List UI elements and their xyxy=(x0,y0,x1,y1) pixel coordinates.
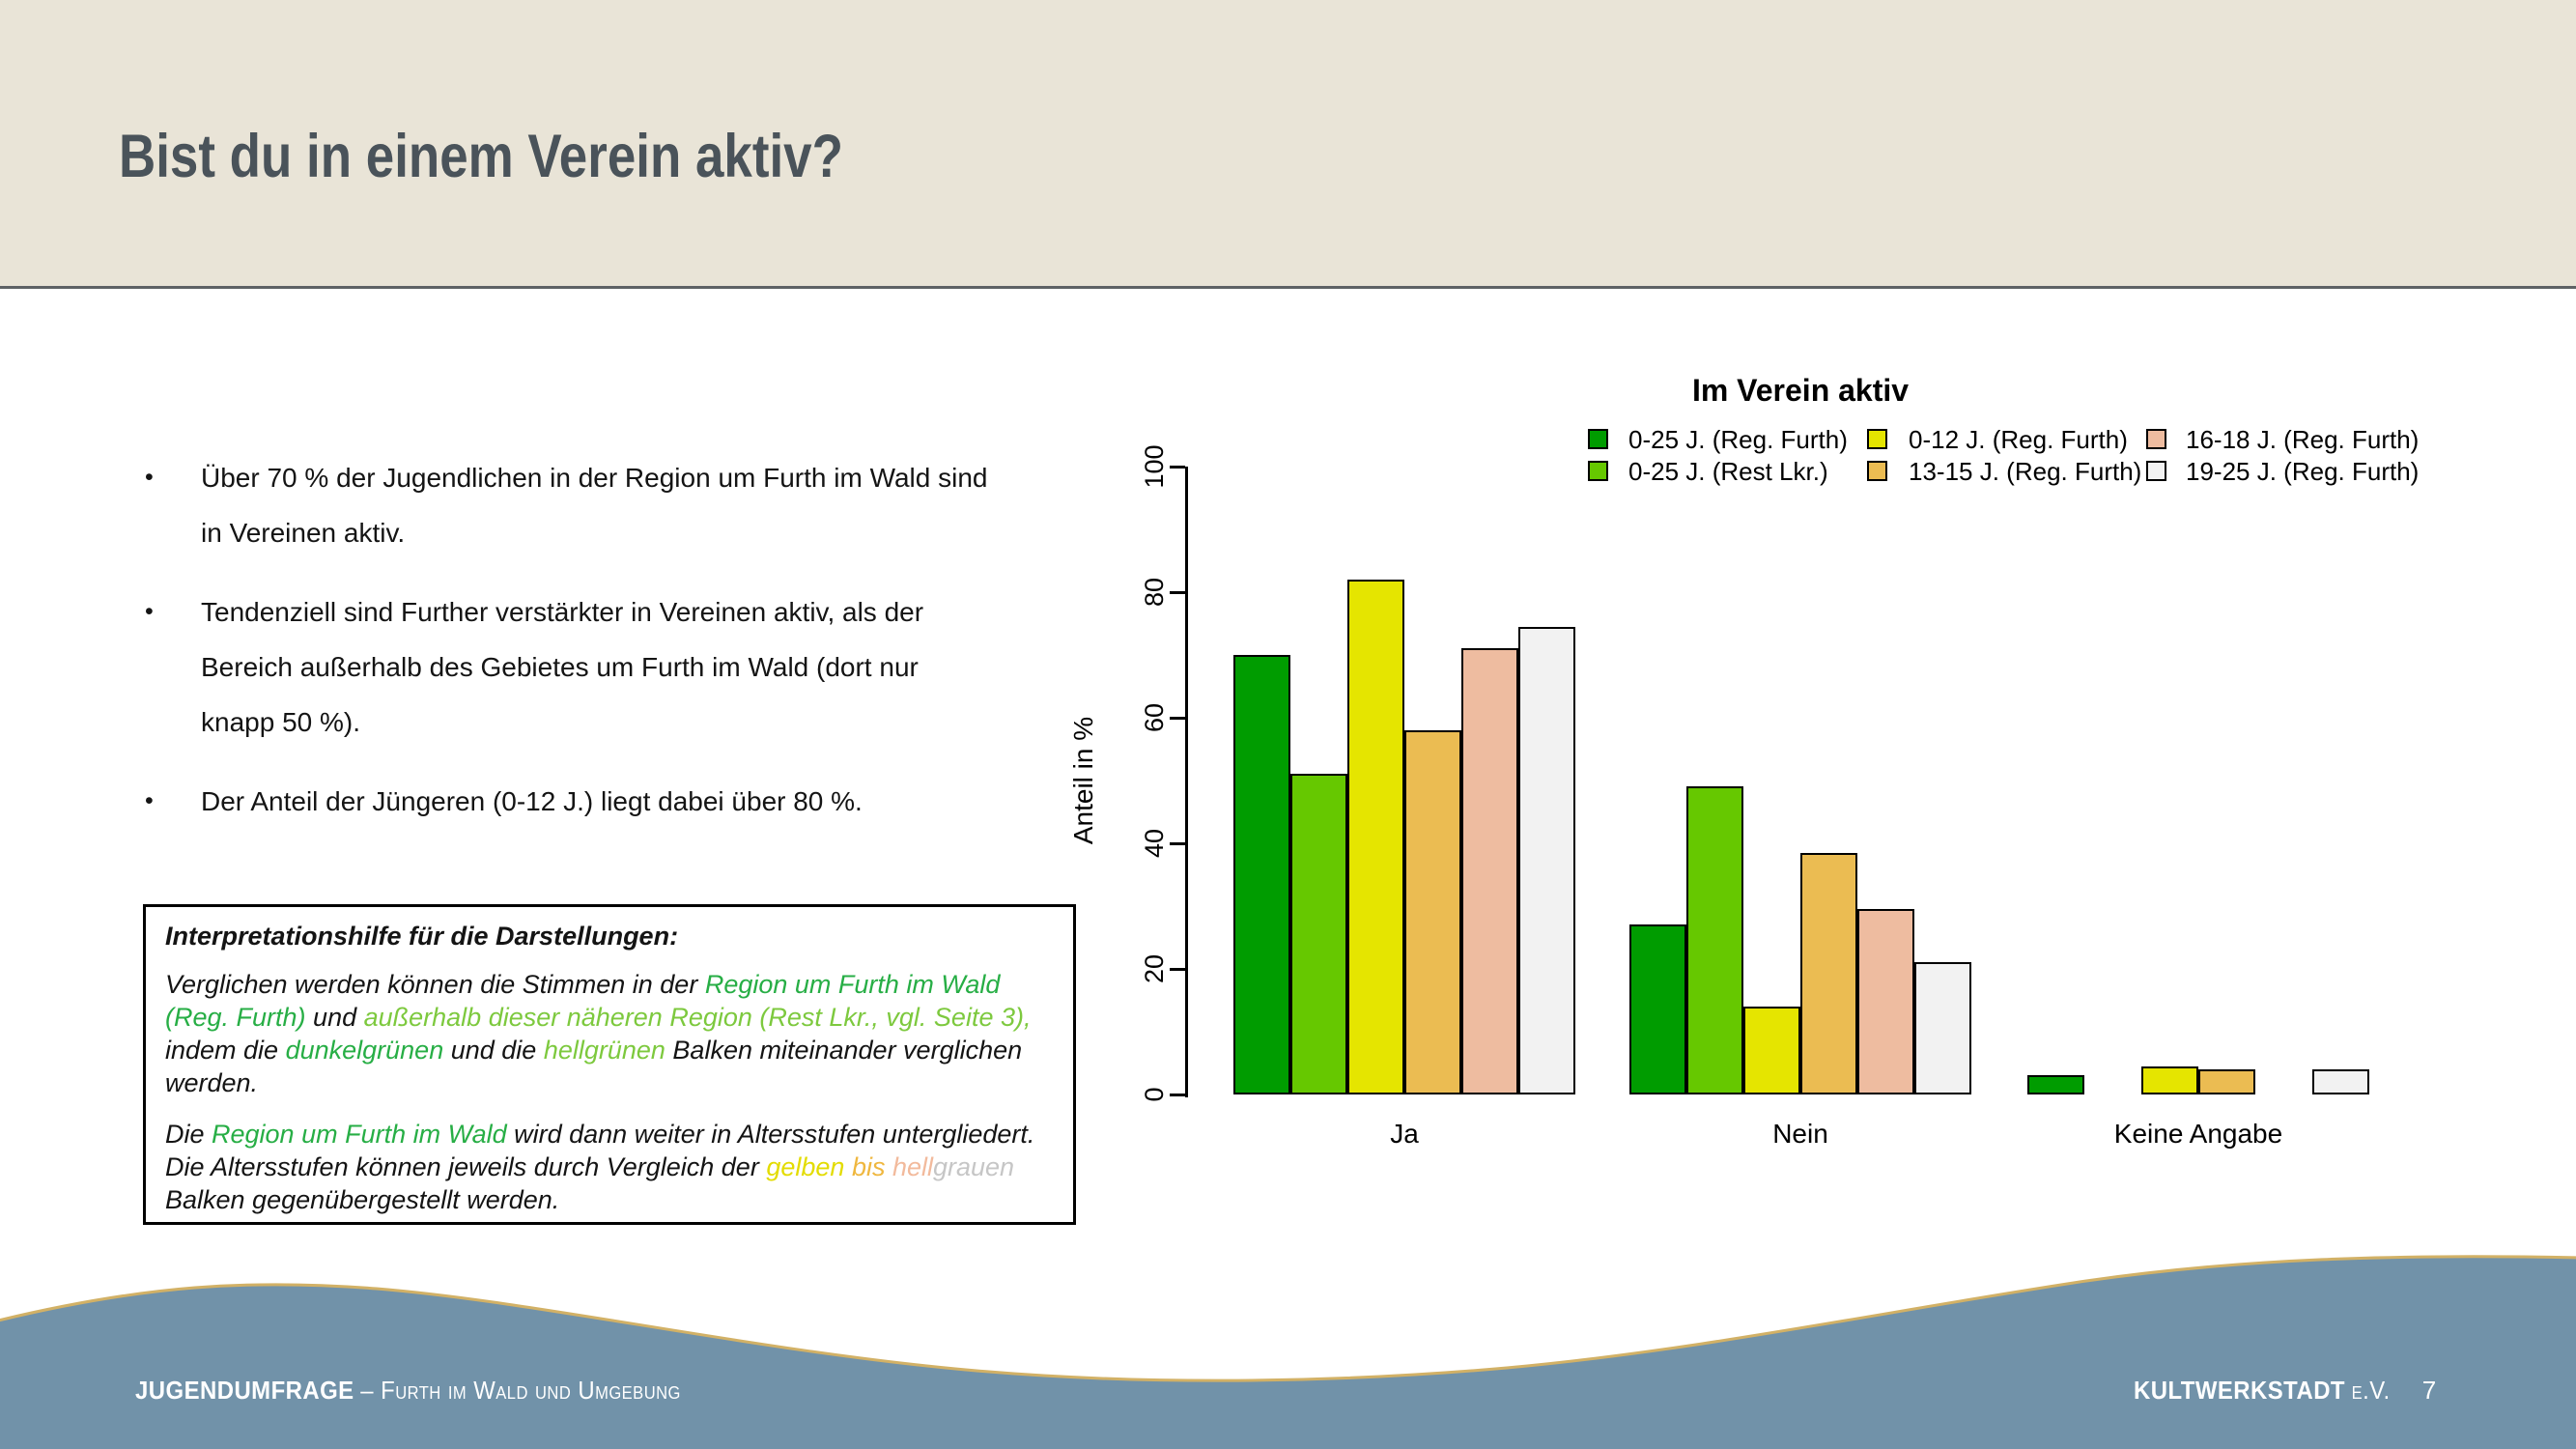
legend-label: 16-18 J. (Reg. Furth) xyxy=(2186,425,2420,454)
rich-text-segment: grauen xyxy=(933,1152,1015,1181)
rich-text-segment: und xyxy=(305,1003,364,1032)
chart-bar xyxy=(1857,909,1914,1094)
rich-text-segment xyxy=(885,1152,892,1181)
y-tick-label: 20 xyxy=(1140,953,1169,984)
bullet-text: Der Anteil der Jüngeren (0-12 J.) liegt … xyxy=(201,786,863,816)
y-tick-label: 0 xyxy=(1140,1087,1169,1102)
bar-chart: Im Verein aktiv 0 20 40 60 80 100 Anteil in % Ja… xyxy=(1062,348,2569,1188)
chart-bar xyxy=(1914,962,1971,1094)
bullet-icon: • xyxy=(145,598,154,625)
footer-wave xyxy=(0,1255,2576,1449)
y-tick xyxy=(1170,717,1185,720)
page-title: Bist du in einem Verein aktiv? xyxy=(119,123,843,190)
chart-bar xyxy=(1233,655,1290,1094)
y-tick xyxy=(1170,591,1185,594)
interpretation-paragraph: Verglichen werden können die Stimmen in … xyxy=(165,968,1054,1099)
chart-title: Im Verein aktiv xyxy=(1691,373,1910,408)
chart-bar xyxy=(1347,580,1404,1094)
y-tick-label: 40 xyxy=(1140,828,1169,859)
y-tick xyxy=(1170,968,1185,971)
rich-text-segment: außerhalb dieser näheren Region (Rest Lk… xyxy=(363,1003,1032,1032)
x-category-label: Ja xyxy=(1390,1119,1419,1149)
chart-bar xyxy=(2141,1066,2198,1094)
header-band: Bist du in einem Verein aktiv? xyxy=(0,0,2576,289)
legend-swatch xyxy=(2146,461,2166,481)
y-tick xyxy=(1170,1094,1185,1096)
y-axis-label: Anteil in % xyxy=(1068,716,1098,845)
footer-right-text: KULTWERKSTADT e.V. xyxy=(2134,1376,2391,1406)
interpretation-paragraph: Die Region um Furth im Wald wird dann we… xyxy=(165,1118,1054,1216)
rich-text-segment: und die xyxy=(443,1036,544,1065)
interpretation-box: Interpretationshilfe für die Darstellung… xyxy=(143,904,1076,1225)
legend-label: 0-25 J. (Reg. Furth) xyxy=(1628,425,1848,454)
legend-label: 19-25 J. (Reg. Furth) xyxy=(2186,457,2420,486)
footer-org-suffix: e.V. xyxy=(2351,1376,2391,1405)
rich-text-segment: dunkelgrünen xyxy=(285,1036,444,1065)
page-number: 7 xyxy=(2421,1376,2437,1405)
footer-survey-name: JUGENDUMFRAGE xyxy=(135,1376,354,1405)
y-tick-label: 100 xyxy=(1140,444,1169,489)
chart-bar xyxy=(1686,786,1743,1094)
rich-text-segment: Balken miteinander verglichen werden. xyxy=(165,1036,1023,1097)
y-tick-label: 60 xyxy=(1140,702,1169,733)
legend-label: 13-15 J. (Reg. Furth) xyxy=(1909,457,2142,486)
rich-text-segment: bis xyxy=(851,1152,886,1181)
legend-swatch xyxy=(2146,429,2166,449)
rich-text-segment: Verglichen werden können die Stimmen in … xyxy=(165,970,705,999)
chart-bar xyxy=(1800,853,1857,1094)
bullet-icon: • xyxy=(145,464,154,491)
chart-bar xyxy=(1518,627,1575,1094)
chart-bar xyxy=(2027,1075,2084,1094)
chart-bar xyxy=(1629,924,1686,1094)
bullet-icon: • xyxy=(145,787,154,814)
y-tick-label: 80 xyxy=(1140,577,1169,608)
legend-swatch xyxy=(1867,461,1887,481)
legend-label: 0-12 J. (Reg. Furth) xyxy=(1909,425,2128,454)
bullet-text: Über 70 % der Jugendlichen in der Region… xyxy=(201,463,988,548)
y-tick xyxy=(1170,842,1185,845)
x-category-label: Keine Angabe xyxy=(2113,1119,2283,1149)
rich-text-segment: Region um Furth im Wald (Reg. Furth) xyxy=(165,970,1001,1032)
rich-text-segment: Region um Furth im Wald xyxy=(212,1120,507,1149)
rich-text-segment: wird dann weiter in Altersstufen untergl… xyxy=(165,1120,1035,1181)
chart-bar xyxy=(1461,648,1518,1094)
footer-left-text: JUGENDUMFRAGE – Furth im Wald und Umgebu… xyxy=(135,1376,681,1406)
chart-bar xyxy=(2312,1069,2369,1094)
list-item: • Der Anteil der Jüngeren (0-12 J.) lieg… xyxy=(145,774,995,829)
legend-label: 0-25 J. (Rest Lkr.) xyxy=(1628,457,1828,486)
list-item: • Tendenziell sind Further verstärkter i… xyxy=(145,584,995,750)
chart-bar xyxy=(1743,1007,1800,1094)
rich-text-segment: hellgrünen xyxy=(543,1036,665,1065)
y-axis-line xyxy=(1185,467,1188,1097)
rich-text-segment: Balken gegenübergestellt werden. xyxy=(165,1185,560,1214)
list-item: • Über 70 % der Jugendlichen in der Regi… xyxy=(145,450,995,560)
legend-swatch xyxy=(1867,429,1887,449)
footer-org-name: KULTWERKSTADT xyxy=(2134,1376,2346,1405)
interpretation-box-heading: Interpretationshilfe für die Darstellung… xyxy=(165,922,679,951)
rich-text-segment: Die xyxy=(165,1120,212,1149)
chart-bar xyxy=(1290,774,1347,1094)
rich-text-segment: hell xyxy=(892,1152,933,1181)
legend-swatch xyxy=(1588,429,1608,449)
chart-bar xyxy=(2198,1069,2255,1094)
y-tick xyxy=(1170,466,1185,469)
rich-text-segment: indem die xyxy=(165,1036,286,1065)
rich-text-segment xyxy=(844,1152,852,1181)
footer-survey-region: – Furth im Wald und Umgebung xyxy=(360,1376,681,1405)
bullet-list: • Über 70 % der Jugendlichen in der Regi… xyxy=(145,450,995,853)
bullet-text: Tendenziell sind Further verstärkter in … xyxy=(201,597,924,737)
legend-swatch xyxy=(1588,461,1608,481)
rich-text-segment: gelben xyxy=(766,1152,845,1181)
x-category-label: Nein xyxy=(1772,1119,1828,1149)
chart-bar xyxy=(1404,730,1461,1094)
